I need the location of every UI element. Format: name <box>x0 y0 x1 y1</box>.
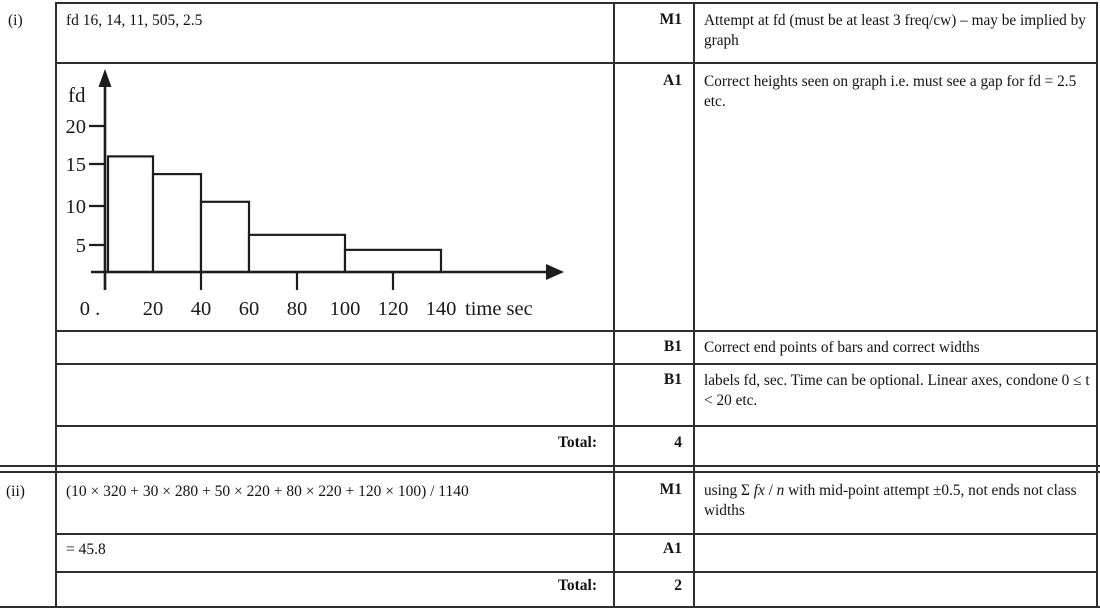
mark-cell-m1: M1 <box>659 11 682 28</box>
y-tick-label: 5 <box>76 235 86 257</box>
frequency-density-histogram: 5 10 15 20 fd 0 . 20 40 60 80 100 120 140 time sec <box>66 69 564 320</box>
border-mark-column-right <box>693 2 695 608</box>
section-separator-line2 <box>0 471 1100 473</box>
x-tick-label: 40 <box>191 298 212 320</box>
x-axis-arrow-icon <box>546 264 564 280</box>
comment-cell-b1b: labels fd, sec. Time can be optional. Li… <box>704 372 1090 410</box>
y-axis-arrow-icon <box>98 69 112 87</box>
comment-ii-m1-lead: using Σ <box>704 482 754 499</box>
y-tick-label: 15 <box>66 154 87 176</box>
mark-cell-ii-m1: M1 <box>659 481 682 498</box>
y-tick-label: 10 <box>66 196 87 218</box>
comment-ii-m1-n: n <box>776 482 785 499</box>
x-tick-label: 80 <box>287 298 308 320</box>
border-ii-row1-bottom <box>55 533 1098 535</box>
section-separator-line1 <box>0 465 1100 467</box>
border-b1b-bottom <box>55 425 1098 427</box>
mark-cell-b1a: B1 <box>663 338 682 355</box>
comment-cell-m1: Attempt at fd (must be at least 3 freq/c… <box>704 12 1086 50</box>
comment-ii-m1-sep: / <box>764 482 777 499</box>
part-ii-working-line2: = 45.8 <box>66 541 106 558</box>
y-axis-title: fd <box>68 83 86 107</box>
border-graph-bottom <box>55 330 1098 332</box>
border-bottom <box>0 606 1100 608</box>
histogram-bar <box>151 172 203 274</box>
x-tick-label: 0 . <box>80 298 101 320</box>
mark-cell-a1: A1 <box>663 72 682 89</box>
comment-cell-ii-m1: using Σ fx / n with mid-point attempt ±0… <box>704 481 1096 522</box>
x-tick-label: 120 <box>378 298 409 320</box>
part-i-total-label: Total: <box>557 434 597 451</box>
x-tick-label: 100 <box>330 298 361 320</box>
histogram-bar <box>247 233 347 274</box>
part-ii-total-label: Total: <box>557 577 597 594</box>
part-i-label: (i) <box>8 12 23 29</box>
x-tick-label: 140 <box>426 298 457 320</box>
histogram-bar <box>343 248 443 274</box>
part-i-working: fd 16, 14, 11, 505, 2.5 <box>66 12 203 29</box>
border-ii-row2-bottom <box>55 571 1098 573</box>
part-ii-total-value: 2 <box>674 577 682 594</box>
comment-cell-b1a: Correct end points of bars and correct w… <box>704 339 980 356</box>
x-tick-label: 20 <box>143 298 164 320</box>
comment-ii-m1-tail: with mid-point attempt ±0.5, not ends no… <box>704 482 1077 520</box>
border-b1a-bottom <box>55 363 1098 365</box>
border-mark-column-left <box>613 2 615 608</box>
x-tick-label: 60 <box>239 298 260 320</box>
comment-ii-m1-fx: fx <box>753 482 765 499</box>
mark-cell-ii-a1: A1 <box>663 540 682 557</box>
histogram-bar <box>199 200 251 274</box>
border-top <box>55 2 1098 4</box>
mark-cell-b1b: B1 <box>663 371 682 388</box>
part-i-total-value: 4 <box>674 434 682 451</box>
comment-cell-a1: Correct heights seen on graph i.e. must … <box>704 73 1077 111</box>
border-label-column <box>55 2 57 608</box>
y-tick-label: 20 <box>66 116 87 138</box>
border-right <box>1096 2 1098 608</box>
histogram-bar <box>106 155 155 274</box>
part-ii-label: (ii) <box>6 483 25 500</box>
border-row1-bottom <box>55 62 1098 64</box>
part-ii-working-line1: (10 × 320 + 30 × 280 + 50 × 220 + 80 × 2… <box>66 483 469 500</box>
x-axis-title: time sec <box>465 298 533 320</box>
